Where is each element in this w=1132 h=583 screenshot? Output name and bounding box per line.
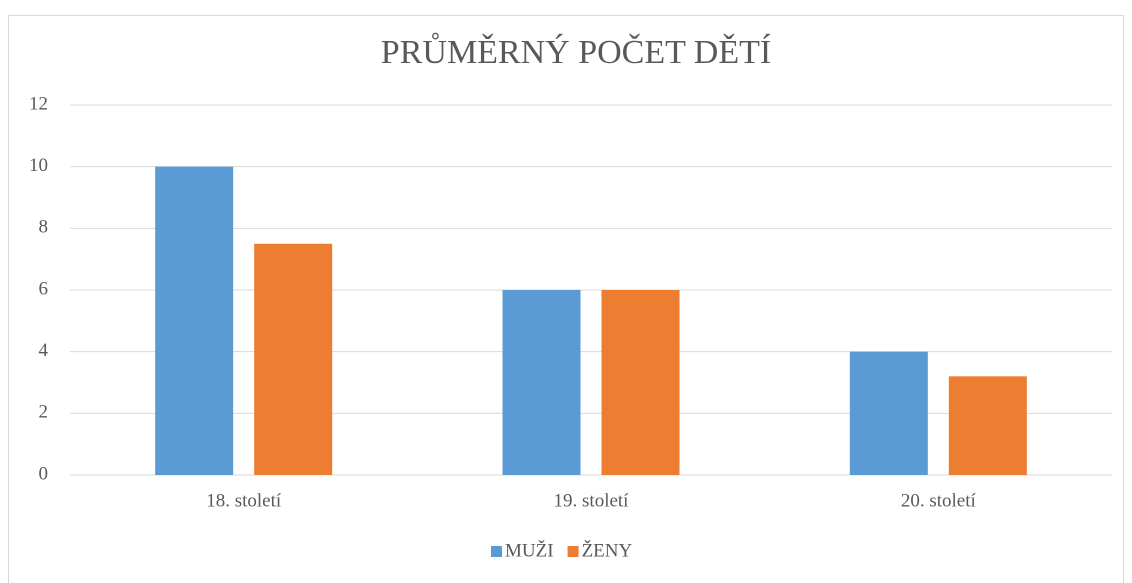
chart-title: PRŮMĚRNÝ POČET DĚTÍ xyxy=(381,32,771,71)
legend-swatch xyxy=(491,546,502,557)
bar xyxy=(502,290,581,475)
bar xyxy=(254,243,333,475)
y-tick-label: 8 xyxy=(39,217,49,238)
x-tick-label: 20. století xyxy=(901,490,977,511)
y-tick-label: 12 xyxy=(29,93,48,114)
bar xyxy=(849,351,928,475)
y-tick-label: 2 xyxy=(39,402,49,423)
y-tick-label: 10 xyxy=(29,155,48,176)
y-tick-label: 4 xyxy=(39,340,49,361)
legend-label: MUŽI xyxy=(505,539,554,561)
legend-label: ŽENY xyxy=(582,539,633,561)
bar xyxy=(948,376,1027,475)
bar xyxy=(155,166,234,475)
x-tick-label: 18. století xyxy=(206,490,282,511)
bar xyxy=(601,290,680,475)
legend-swatch xyxy=(567,546,579,557)
y-tick-label: 6 xyxy=(39,278,49,299)
y-tick-label: 0 xyxy=(39,463,49,484)
x-tick-label: 19. století xyxy=(554,490,630,511)
